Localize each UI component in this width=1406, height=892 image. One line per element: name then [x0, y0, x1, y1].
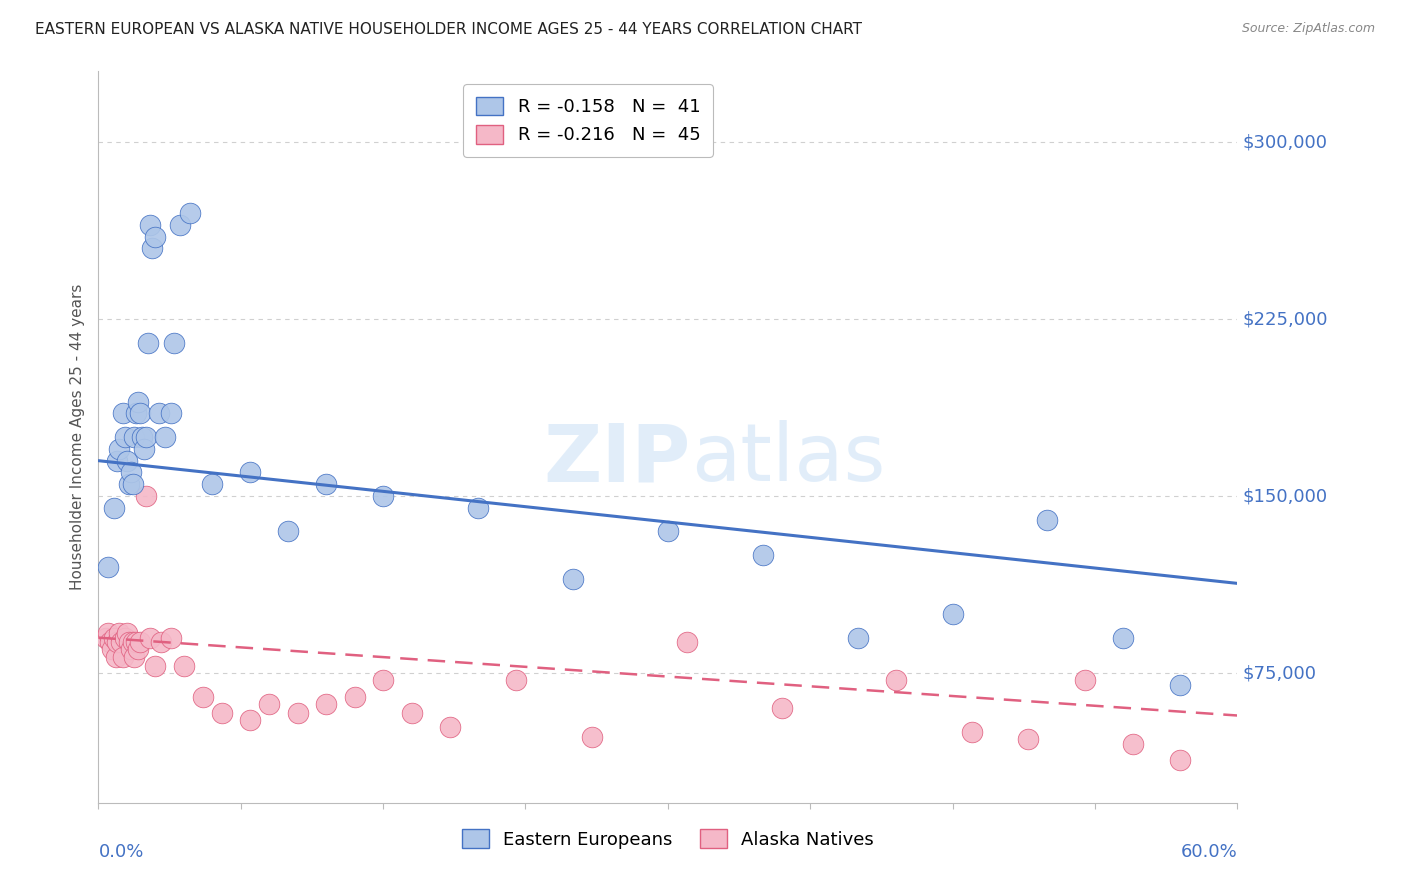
Point: [752, 548, 775, 562]
Point: [115, 453, 138, 467]
Point: [239, 713, 262, 727]
Point: [120, 466, 142, 480]
Y-axis label: Householder Income Ages 25 - 44 years: Householder Income Ages 25 - 44 years: [69, 284, 84, 591]
Point: [467, 500, 489, 515]
Point: [138, 631, 160, 645]
Point: [124, 649, 146, 664]
Point: [179, 206, 201, 220]
Point: [371, 673, 394, 687]
Point: [287, 706, 309, 720]
Point: [191, 690, 214, 704]
Text: $225,000: $225,000: [1243, 310, 1329, 328]
Point: [150, 635, 173, 649]
Point: [129, 407, 152, 421]
Text: 60.0%: 60.0%: [1181, 843, 1237, 861]
Point: [1074, 673, 1097, 687]
Point: [107, 635, 129, 649]
Point: [127, 642, 149, 657]
Point: [201, 477, 224, 491]
Point: [169, 218, 191, 232]
Point: [108, 442, 131, 456]
Point: [145, 659, 167, 673]
Point: [960, 725, 983, 739]
Point: [159, 407, 181, 421]
Point: [846, 631, 869, 645]
Point: [1036, 513, 1059, 527]
Point: [115, 626, 138, 640]
Point: [1170, 678, 1192, 692]
Point: [163, 335, 186, 350]
Point: [103, 500, 125, 515]
Point: [211, 706, 233, 720]
Point: [343, 690, 366, 704]
Point: [125, 407, 148, 421]
Point: [100, 642, 122, 657]
Point: [131, 430, 153, 444]
Text: atlas: atlas: [690, 420, 884, 498]
Point: [136, 335, 159, 350]
Point: [104, 649, 127, 664]
Text: $300,000: $300,000: [1243, 133, 1329, 151]
Point: [159, 631, 181, 645]
Point: [676, 635, 699, 649]
Point: [98, 635, 121, 649]
Point: [135, 430, 157, 444]
Point: [942, 607, 965, 621]
Text: EASTERN EUROPEAN VS ALASKA NATIVE HOUSEHOLDER INCOME AGES 25 - 44 YEARS CORRELAT: EASTERN EUROPEAN VS ALASKA NATIVE HOUSEH…: [35, 22, 862, 37]
Point: [439, 720, 461, 734]
Point: [125, 635, 148, 649]
Text: 0.0%: 0.0%: [98, 843, 143, 861]
Point: [770, 701, 793, 715]
Point: [120, 642, 142, 657]
Point: [259, 697, 281, 711]
Point: [1112, 631, 1135, 645]
Point: [124, 430, 146, 444]
Point: [97, 626, 120, 640]
Point: [153, 430, 176, 444]
Text: $150,000: $150,000: [1243, 487, 1329, 505]
Point: [121, 635, 143, 649]
Point: [121, 477, 143, 491]
Point: [1170, 753, 1192, 767]
Legend: Eastern Europeans, Alaska Natives: Eastern Europeans, Alaska Natives: [451, 819, 884, 860]
Point: [277, 524, 299, 539]
Point: [112, 407, 135, 421]
Text: $75,000: $75,000: [1243, 664, 1317, 682]
Point: [132, 442, 155, 456]
Point: [145, 229, 167, 244]
Point: [581, 730, 603, 744]
Point: [371, 489, 394, 503]
Point: [138, 218, 160, 232]
Point: [127, 394, 149, 409]
Point: [505, 673, 527, 687]
Point: [118, 635, 141, 649]
Point: [239, 466, 262, 480]
Point: [108, 626, 131, 640]
Point: [401, 706, 423, 720]
Point: [135, 489, 157, 503]
Point: [114, 631, 136, 645]
Point: [129, 635, 152, 649]
Point: [118, 477, 141, 491]
Text: ZIP: ZIP: [543, 420, 690, 498]
Point: [148, 407, 170, 421]
Point: [657, 524, 679, 539]
Point: [103, 631, 125, 645]
Point: [110, 635, 132, 649]
Point: [112, 649, 135, 664]
Point: [107, 453, 129, 467]
Point: [94, 631, 117, 645]
Point: [1122, 737, 1144, 751]
Text: Source: ZipAtlas.com: Source: ZipAtlas.com: [1241, 22, 1375, 36]
Point: [97, 559, 120, 574]
Point: [884, 673, 907, 687]
Point: [315, 477, 337, 491]
Point: [141, 241, 163, 255]
Point: [114, 430, 136, 444]
Point: [562, 572, 585, 586]
Point: [315, 697, 337, 711]
Point: [1018, 732, 1040, 747]
Point: [173, 659, 195, 673]
